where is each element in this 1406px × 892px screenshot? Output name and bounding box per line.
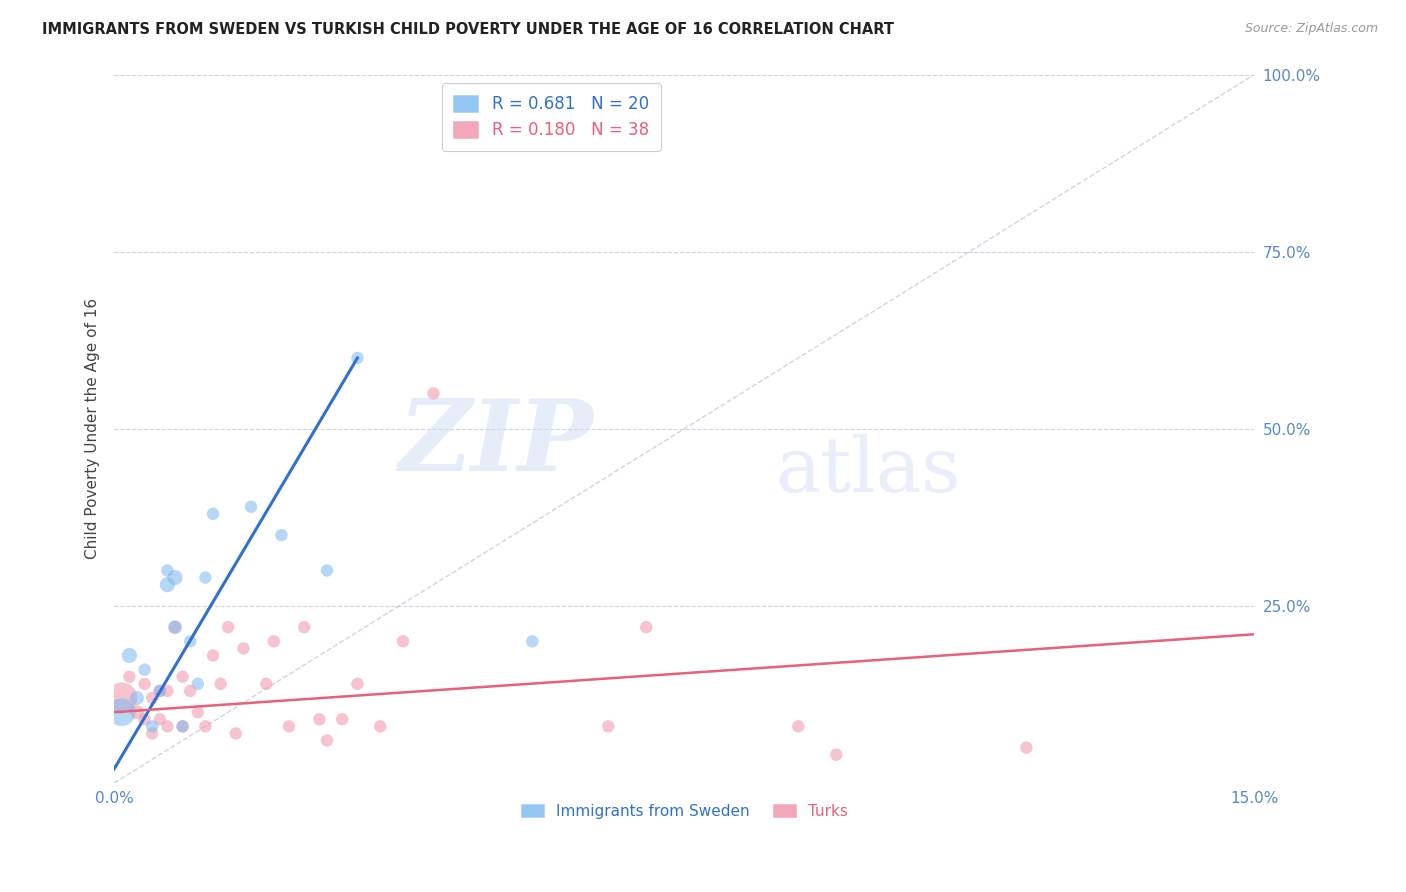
Point [149,684,172,698]
Point [225,726,247,740]
Legend: Immigrants from Sweden, Turks: Immigrants from Sweden, Turks [515,797,853,825]
Point [825,747,848,762]
Point [141,719,163,733]
Point [422,386,444,401]
Point [636,620,658,634]
Point [270,528,292,542]
Point [163,570,186,584]
Point [149,684,172,698]
Point [522,634,544,648]
Point [111,691,134,706]
Point [125,691,148,706]
Point [194,570,217,584]
Point [125,705,148,719]
Point [209,677,232,691]
Point [330,712,353,726]
Point [187,677,209,691]
Point [187,705,209,719]
Point [368,719,391,733]
Point [179,684,201,698]
Text: ZIP: ZIP [398,394,593,491]
Point [118,670,141,684]
Point [254,677,277,691]
Point [346,351,368,365]
Point [392,634,415,648]
Text: Source: ZipAtlas.com: Source: ZipAtlas.com [1244,22,1378,36]
Point [316,733,339,747]
Text: IMMIGRANTS FROM SWEDEN VS TURKISH CHILD POVERTY UNDER THE AGE OF 16 CORRELATION : IMMIGRANTS FROM SWEDEN VS TURKISH CHILD … [42,22,894,37]
Point [163,620,186,634]
Point [172,719,194,733]
Point [217,620,239,634]
Point [598,719,620,733]
Point [172,670,194,684]
Point [346,677,368,691]
Point [141,691,163,706]
Point [163,620,186,634]
Point [263,634,285,648]
Point [134,663,156,677]
Point [316,564,339,578]
Point [134,677,156,691]
Point [194,719,217,733]
Point [156,577,179,591]
Point [240,500,263,514]
Point [156,564,179,578]
Point [141,726,163,740]
Point [156,719,179,733]
Point [201,648,224,663]
Y-axis label: Child Poverty Under the Age of 16: Child Poverty Under the Age of 16 [86,298,100,559]
Point [118,648,141,663]
Point [292,620,315,634]
Point [232,641,254,656]
Point [1015,740,1038,755]
Point [308,712,330,726]
Point [134,712,156,726]
Point [278,719,301,733]
Point [156,684,179,698]
Point [172,719,194,733]
Point [111,705,134,719]
Point [787,719,810,733]
Point [149,712,172,726]
Point [179,634,201,648]
Point [201,507,224,521]
Text: atlas: atlas [776,434,960,508]
